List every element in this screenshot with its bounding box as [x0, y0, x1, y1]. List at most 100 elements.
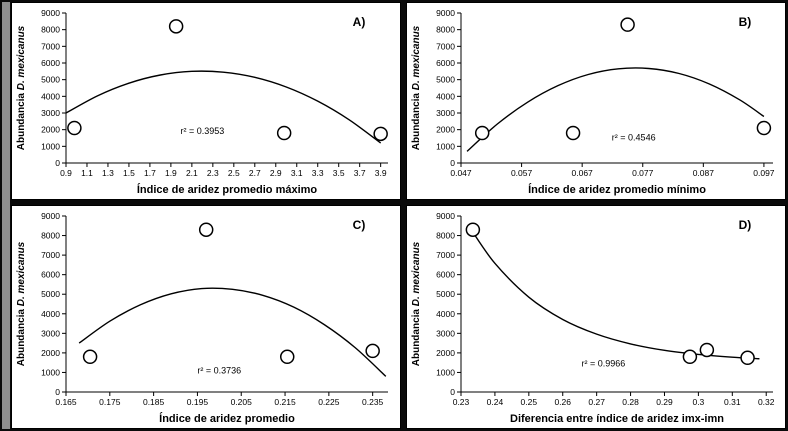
data-point	[756, 120, 772, 136]
y-tick-label: 1000	[41, 141, 60, 151]
y-tick-label: 5000	[436, 289, 455, 299]
panel-label: A)	[353, 15, 366, 29]
y-tick-label: 1000	[41, 367, 60, 377]
panel-label: C)	[353, 218, 366, 232]
x-tick-label: 0.31	[724, 397, 741, 407]
data-point	[740, 350, 755, 366]
data-point	[620, 17, 635, 32]
data-point	[699, 342, 715, 358]
y-tick-label: 9000	[41, 8, 60, 18]
x-tick-label: 3.5	[333, 168, 345, 178]
y-tick-label: 3000	[436, 108, 455, 118]
y-tick-label: 1000	[436, 367, 455, 377]
r2-label: r² = 0.3736	[197, 365, 241, 375]
y-tick-label: 6000	[41, 270, 60, 280]
x-tick-label: 3.9	[375, 168, 387, 178]
x-tick-label: 1.7	[144, 168, 156, 178]
x-tick-label: 0.087	[693, 168, 715, 178]
x-tick-label: 1.3	[102, 168, 114, 178]
y-tick-label: 2000	[41, 348, 60, 358]
data-point	[474, 125, 490, 141]
panel-d: 0 1000 2000 3000 4000 5000 6000 7000 8000 9000 0.2…	[406, 205, 786, 429]
y-tick-label: 2000	[436, 125, 455, 135]
panel-d-chart: 0 1000 2000 3000 4000 5000 6000 7000 8000 9000 0.2…	[407, 206, 785, 428]
x-tick-label: 3.1	[291, 168, 303, 178]
y-tick-label: 0	[450, 387, 455, 397]
x-tick-label: 0.225	[318, 397, 340, 407]
x-tick-label: 0.047	[450, 168, 472, 178]
x-tick-label: 0.067	[572, 168, 594, 178]
y-tick-label: 3000	[41, 328, 60, 338]
data-point	[198, 222, 214, 237]
panel-c: 0 1000 2000 3000 4000 5000 6000 7000 8000 9000 0.1…	[11, 205, 401, 429]
y-tick-label: 3000	[41, 108, 60, 118]
y-tick-label: 5000	[436, 75, 455, 85]
y-tick-label: 7000	[41, 250, 60, 260]
x-tick-label: 0.057	[511, 168, 533, 178]
trend-curve	[65, 70, 382, 144]
y-axis-label: Abundancia D. mexicanus	[16, 241, 27, 366]
x-tick-label: 3.3	[312, 168, 324, 178]
y-tick-label: 2000	[436, 348, 455, 358]
y-tick-label: 8000	[436, 231, 455, 241]
y-axis-label: Abundancia D. mexicanus	[16, 25, 27, 150]
x-tick-label: 2.7	[249, 168, 261, 178]
y-tick-label: 0	[450, 158, 455, 168]
y-tick-label: 0	[55, 387, 60, 397]
x-axis-label: Diferencia entre índice de aridez imx-im…	[510, 413, 724, 425]
x-tick-label: 1.5	[123, 168, 135, 178]
x-tick-label: 0.27	[588, 397, 605, 407]
y-tick-label: 6000	[436, 58, 455, 68]
y-tick-label: 4000	[436, 91, 455, 101]
data-point	[82, 349, 98, 365]
y-tick-label: 8000	[436, 25, 455, 35]
x-tick-label: 0.215	[274, 397, 296, 407]
x-tick-label: 1.9	[165, 168, 177, 178]
data-point	[565, 125, 581, 141]
x-tick-label: 1.1	[81, 168, 93, 178]
data-point	[67, 120, 82, 136]
x-tick-label: 0.205	[231, 397, 253, 407]
x-tick-label: 0.9	[60, 168, 72, 178]
panel-label: D)	[739, 218, 752, 232]
panel-b: 0 1000 2000 3000 4000 5000 6000 7000 8000 9000 0.0…	[406, 2, 786, 200]
y-tick-label: 4000	[436, 309, 455, 319]
panel-a-chart: 0 1000 2000 3000 4000 5000 6000 7000 8000 9000 0.9…	[12, 3, 400, 199]
x-tick-label: 2.5	[228, 168, 240, 178]
r2-label: r² = 0.4546	[612, 133, 656, 143]
y-tick-label: 1000	[436, 141, 455, 151]
y-tick-label: 6000	[436, 270, 455, 280]
x-tick-label: 3.7	[354, 168, 366, 178]
y-tick-label: 2000	[41, 125, 60, 135]
y-tick-label: 6000	[41, 58, 60, 68]
y-tick-label: 3000	[436, 328, 455, 338]
x-axis-label: Índice de aridez promedio	[159, 412, 295, 425]
x-tick-label: 0.24	[487, 397, 504, 407]
panel-label: B)	[739, 15, 752, 29]
x-tick-label: 0.185	[143, 397, 165, 407]
x-tick-label: 0.32	[758, 397, 775, 407]
scan-margin-strip	[2, 2, 10, 429]
y-tick-label: 7000	[436, 41, 455, 51]
y-tick-label: 4000	[41, 309, 60, 319]
panel-d-svg: 0 1000 2000 3000 4000 5000 6000 7000 8000 9000 0.2…	[411, 211, 775, 425]
y-tick-label: 8000	[41, 231, 60, 241]
y-tick-label: 7000	[41, 41, 60, 51]
x-tick-label: 0.195	[187, 397, 209, 407]
x-tick-label: 0.077	[632, 168, 654, 178]
panel-a-svg: 0 1000 2000 3000 4000 5000 6000 7000 8000 9000 0.9…	[16, 8, 388, 196]
y-tick-label: 5000	[41, 289, 60, 299]
data-point	[373, 126, 388, 142]
x-tick-label: 0.23	[453, 397, 470, 407]
y-tick-label: 9000	[436, 8, 455, 18]
x-tick-label: 2.9	[270, 168, 282, 178]
x-tick-label: 0.165	[55, 397, 77, 407]
x-tick-label: 2.1	[186, 168, 198, 178]
r2-label: r² = 0.9966	[582, 359, 626, 369]
x-tick-label: 0.235	[362, 397, 384, 407]
data-point	[465, 222, 481, 237]
y-tick-label: 9000	[436, 211, 455, 221]
r2-label: r² = 0.3953	[181, 126, 225, 136]
y-tick-label: 0	[55, 158, 60, 168]
y-tick-label: 4000	[41, 91, 60, 101]
